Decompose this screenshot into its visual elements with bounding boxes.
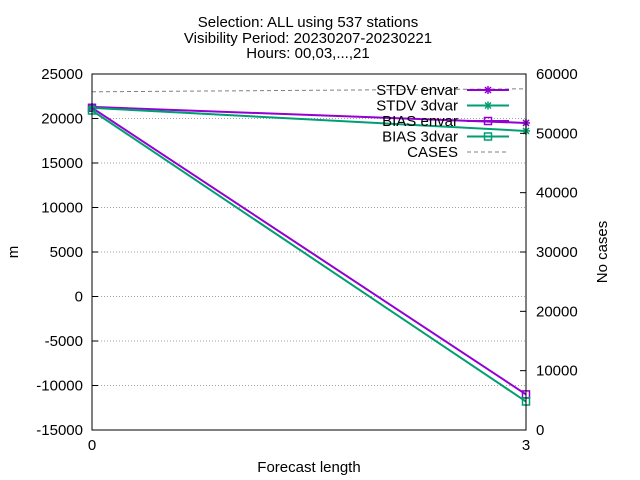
square-marker [483, 116, 493, 126]
star-marker [484, 101, 492, 110]
square-marker [483, 132, 493, 141]
series-line-3 [91, 109, 527, 403]
y2-axis-label: No cases [594, 221, 611, 284]
title-line-1: Selection: ALL using 537 stations [198, 14, 418, 31]
legend-label: BIAS 3dvar [382, 129, 458, 146]
plot-series [87, 88, 531, 406]
series-line-1 [91, 106, 527, 132]
y2-tick-label: 60000 [536, 66, 578, 83]
x-tick-label: 0 [88, 437, 96, 454]
legend-label: BIAS envar [382, 113, 458, 130]
y2-tick-label: 20000 [536, 303, 578, 320]
series-line-4 [91, 88, 527, 93]
legend-label: STDV 3dvar [376, 98, 458, 115]
y2-tick-label: 50000 [536, 125, 578, 142]
y-tick-label: -10000 [36, 378, 83, 395]
legend-label: STDV envar [376, 82, 458, 99]
y-tick-label: -5000 [45, 333, 83, 350]
title-line-3: Hours: 00,03,...,21 [246, 45, 369, 62]
y2-tick-label: 10000 [536, 363, 578, 380]
series-line-0 [91, 105, 527, 124]
y-tick-label: 20000 [41, 111, 83, 128]
title-line-2: Visibility Period: 20230207-20230221 [184, 30, 432, 47]
series-line-2 [91, 106, 527, 396]
star-marker [484, 86, 492, 94]
y2-tick-label: 0 [536, 422, 544, 439]
x-tick-label: 3 [522, 437, 530, 454]
y-tick-label: -15000 [36, 422, 83, 439]
y-tick-label: 5000 [50, 244, 83, 261]
x-axis-label: Forecast length [257, 459, 360, 476]
y2-tick-label: 30000 [536, 244, 578, 261]
legend-label: CASES [407, 144, 458, 161]
y-tick-label: 25000 [41, 66, 83, 83]
y-tick-label: 15000 [41, 155, 83, 172]
y-tick-label: 0 [75, 289, 83, 306]
chart-title: Selection: ALL using 537 stations Visibi… [184, 14, 432, 62]
axes: -15000 -10000 -5000 0 5000 10000 15000 20000 250… [36, 66, 577, 454]
y2-tick-label: 40000 [536, 185, 578, 202]
y-axis-label: m [5, 246, 22, 259]
y-tick-label: 10000 [41, 200, 83, 217]
